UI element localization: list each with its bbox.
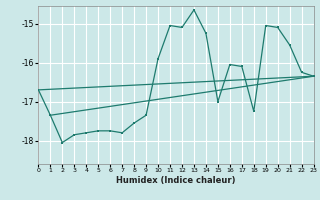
X-axis label: Humidex (Indice chaleur): Humidex (Indice chaleur) xyxy=(116,176,236,185)
